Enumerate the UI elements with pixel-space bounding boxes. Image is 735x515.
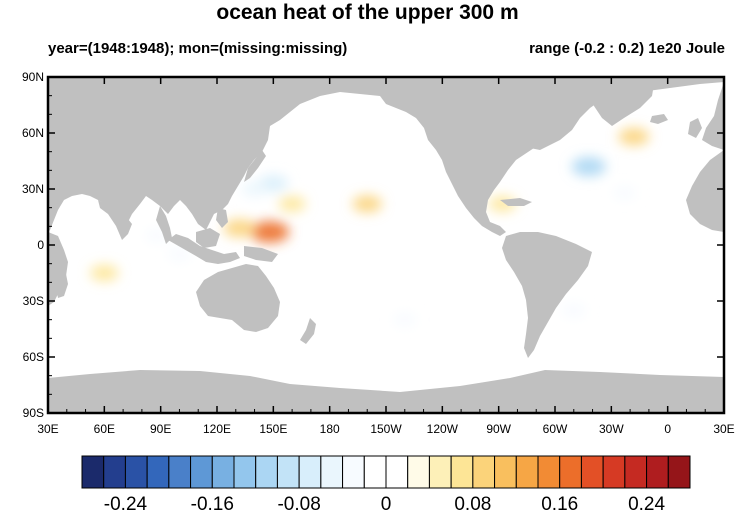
x-tick-label: 120E [203,422,231,436]
y-tick-label: 30S [23,294,44,308]
anomaly-blob-9 [612,185,637,200]
anomaly-blob-3 [352,195,383,213]
colorbar-swatch [537,455,561,489]
anomaly-blob-5 [241,181,268,197]
x-tick-label: 60W [543,422,568,436]
subtitle-range: range (-0.2 : 0.2) 1e20 Joule [529,40,725,57]
anomaly-blob-6 [571,157,606,177]
anomaly-blob-12 [167,247,192,262]
colorbar-swatch [342,455,365,489]
land-new-guinea [244,246,278,262]
anomaly-layer [90,128,650,327]
map-title: ocean heat of the upper 300 m [216,1,519,24]
land-australia [196,264,280,332]
colorbar-tick-label: 0.16 [541,494,578,515]
colorbar-swatch [320,455,344,489]
colorbar-swatch [211,455,235,489]
colorbar-swatch [103,455,126,489]
colorbar-tick-label: -0.08 [277,494,320,515]
x-tick-label: 150E [259,422,287,436]
colorbar-swatch [385,455,409,489]
x-tick-label: 30E [37,422,58,436]
land-greenland [586,80,654,126]
x-tick-label: 30W [599,422,624,436]
land-india [98,200,132,240]
land-uk [688,118,702,138]
colorbar-swatch [428,455,452,489]
land-iceland [650,114,668,124]
colorbar-swatch [494,455,517,489]
colorbar-swatch [472,455,496,489]
anomaly-blob-0 [249,221,290,243]
colorbar-swatch [602,455,626,489]
colorbar-swatch [298,455,322,489]
x-tick-label: 30E [713,422,734,436]
anomaly-blob-2 [278,196,306,212]
land-indonesia [168,234,240,264]
colorbar-swatch [580,455,604,489]
land-borneo [196,228,220,248]
land-madagascar [56,274,68,298]
land-indochina [156,206,172,244]
x-tick-label: 180 [320,422,340,436]
colorbar-tick-label: -0.16 [191,494,234,515]
anomaly-blob-1 [223,219,256,238]
colorbar-swatch [255,455,278,489]
land-africa-south [48,232,68,306]
land-africa-west [686,150,724,232]
colorbar-swatch [146,455,170,489]
colorbar-labels: -0.24 -0.16 -0.08 0 0.08 0.16 0.24 [104,494,666,515]
land-japan [244,150,266,182]
x-tick-label: 0 [664,422,671,436]
y-axis: 90N 60N 30N 0 30S 60S 90S [22,70,724,420]
colorbar-tick-label: 0.08 [454,494,491,515]
colorbar-swatch [168,455,192,489]
y-tick-label: 0 [37,238,44,252]
colorbar-swatch [81,455,105,489]
colorbar-swatch [667,455,691,489]
y-tick-label: 60S [23,350,44,364]
colorbar-swatch [233,455,257,489]
colorbar-tick-label: 0.24 [628,494,665,515]
colorbar-swatch [407,455,430,489]
anomaly-blob-14 [561,303,587,318]
colorbar-swatch [515,455,539,489]
colorbar-tick-label: -0.24 [104,494,148,515]
land-caribbean [500,198,532,206]
x-axis: 30E 60E 90E 120E 150E 180 150W 120W 90W 60W 30W 0 30… [37,77,735,436]
anomaly-blob-10 [90,264,119,282]
land-new-zealand [300,318,316,344]
colorbar-swatch [190,455,213,489]
x-tick-label: 60E [94,422,115,436]
y-tick-label: 60N [22,126,44,140]
colorbar-swatch [450,455,474,489]
colorbar [81,455,691,489]
subtitle-period: year=(1948:1948); mon=(missing:missing) [48,40,348,57]
land-antarctica [48,370,724,413]
colorbar-swatch [624,455,648,489]
x-tick-label: 90E [150,422,171,436]
colorbar-tick-label: 0 [381,494,392,515]
colorbar-swatch [363,455,387,489]
y-tick-label: 90S [23,406,44,420]
land-philippines [216,208,228,228]
colorbar-swatch [646,455,669,489]
colorbar-swatch [124,455,148,489]
x-tick-label: 90W [486,422,511,436]
x-tick-label: 150W [370,422,402,436]
colorbar-swatch [559,455,582,489]
anomaly-blob-13 [392,312,417,327]
land-south-america [502,232,592,358]
x-tick-label: 120W [427,422,459,436]
colorbar-swatch [276,455,300,489]
land-north-america [380,84,580,236]
anomaly-blob-7 [618,128,650,146]
y-tick-label: 90N [22,70,44,84]
y-tick-label: 30N [22,182,44,196]
